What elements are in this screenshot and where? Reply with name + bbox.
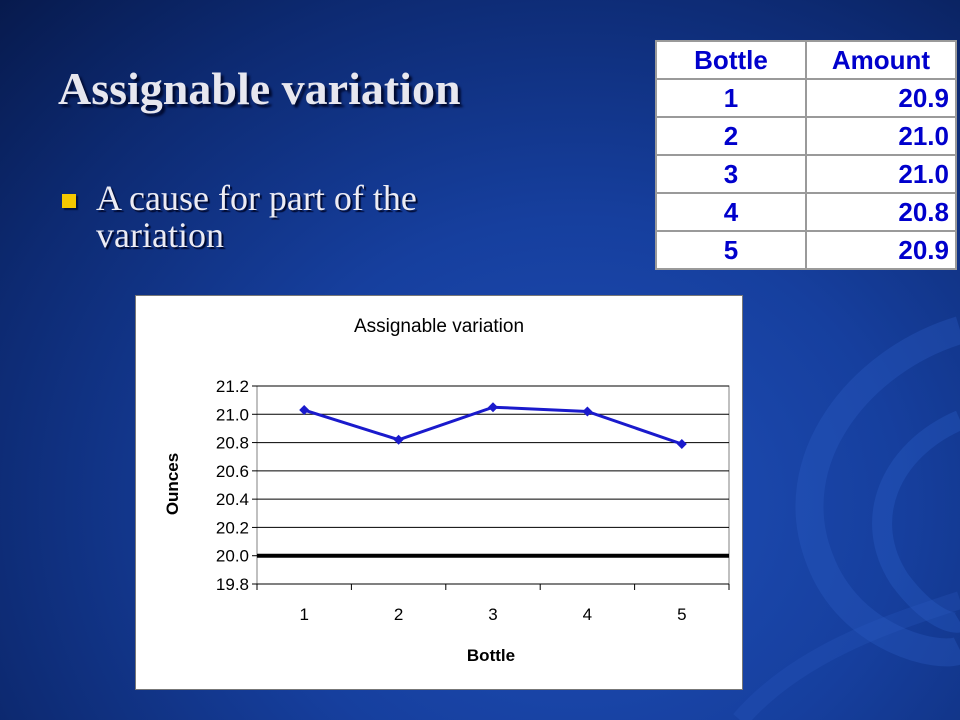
cell-bottle: 3 [656, 155, 806, 193]
table-row: 5 20.9 [656, 231, 956, 269]
y-tick-label: 20.0 [216, 547, 249, 566]
cell-bottle: 5 [656, 231, 806, 269]
table-row: 2 21.0 [656, 117, 956, 155]
y-tick-label: 21.0 [216, 405, 249, 424]
cell-amount: 20.9 [806, 231, 956, 269]
x-axis-label: Bottle [467, 646, 515, 665]
line-chart: Assignable variation Ounces Bottle 19.8 2… [136, 296, 742, 689]
y-tick-label: 20.4 [216, 490, 249, 509]
x-tick-label: 3 [488, 605, 497, 624]
cell-bottle: 1 [656, 79, 806, 117]
header-bottle: Bottle [656, 41, 806, 79]
header-amount: Amount [806, 41, 956, 79]
y-axis-label: Ounces [163, 453, 182, 515]
y-tick-label: 20.6 [216, 462, 249, 481]
bottle-amount-table: Bottle Amount 1 20.9 2 21.0 3 21.0 4 20.… [655, 40, 957, 270]
cell-amount: 21.0 [806, 155, 956, 193]
y-tick-label: 19.8 [216, 575, 249, 594]
x-tick-label: 2 [394, 605, 403, 624]
chart-title: Assignable variation [354, 316, 524, 337]
slide-title: Assignable variation [58, 62, 461, 115]
y-tick-label: 21.2 [216, 377, 249, 396]
x-tick-label: 4 [583, 605, 592, 624]
x-tick-label: 1 [299, 605, 308, 624]
x-tick-label: 5 [677, 605, 686, 624]
bullet-text: A cause for part of the variation [96, 180, 532, 254]
cell-bottle: 4 [656, 193, 806, 231]
table-row: 1 20.9 [656, 79, 956, 117]
bullet-item: A cause for part of the variation [62, 180, 532, 254]
square-bullet-icon [62, 194, 76, 208]
table-row: 3 21.0 [656, 155, 956, 193]
cell-amount: 21.0 [806, 117, 956, 155]
cell-amount: 20.8 [806, 193, 956, 231]
bullet-list: A cause for part of the variation [62, 180, 532, 254]
cell-bottle: 2 [656, 117, 806, 155]
chart-container: Assignable variation Ounces Bottle 19.8 2… [135, 295, 743, 690]
y-tick-label: 20.8 [216, 434, 249, 453]
cell-amount: 20.9 [806, 79, 956, 117]
table-row: 4 20.8 [656, 193, 956, 231]
y-tick-label: 20.2 [216, 518, 249, 537]
table-header-row: Bottle Amount [656, 41, 956, 79]
